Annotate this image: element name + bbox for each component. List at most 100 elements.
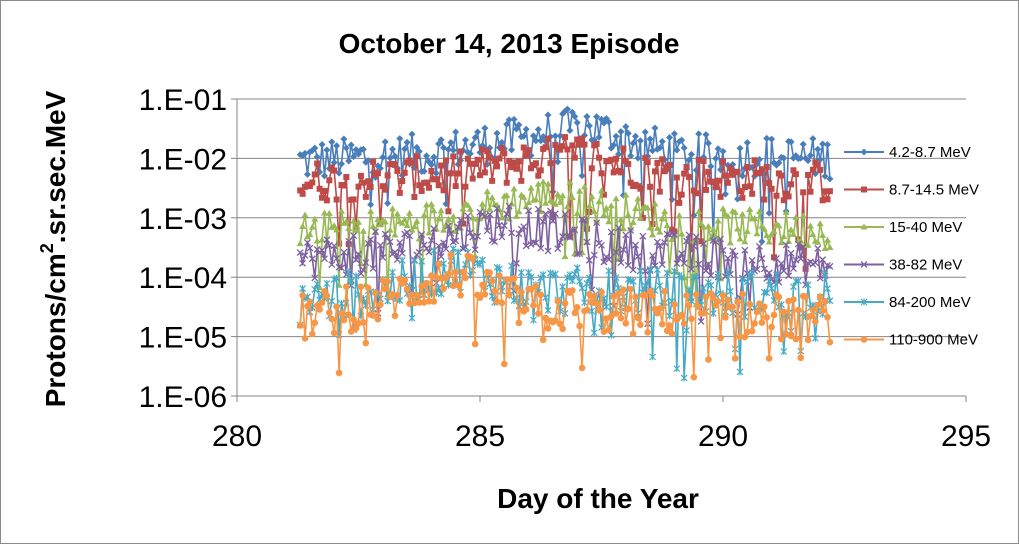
x-tick-label: 285 [455,420,505,453]
data-point [313,237,321,244]
data-point [423,279,430,287]
data-point [496,272,503,279]
data-point [554,158,562,166]
data-point [335,169,343,177]
data-point [700,157,707,164]
data-point [678,230,686,237]
data-point [770,227,778,234]
data-point [318,140,326,148]
data-point [350,196,357,203]
data-point [337,207,345,214]
data-point [481,212,489,220]
data-point [343,174,350,181]
data-point [367,235,375,243]
data-point [619,225,627,232]
data-point [678,136,686,144]
data-point [816,220,824,227]
legend-label: 4.2-8.7 MeV [889,144,971,161]
data-point [826,188,833,195]
data-point [527,286,535,293]
data-point [821,298,829,305]
data-point [394,167,401,174]
data-point [547,207,554,215]
data-point [641,292,649,299]
data-point [537,167,544,174]
data-point [629,330,637,338]
data-point [491,157,498,164]
data-point [418,257,426,265]
data-point [537,244,545,252]
data-point [590,208,598,215]
data-point [755,155,763,163]
data-point [585,122,593,130]
series-5 [296,251,834,381]
data-point [605,218,613,225]
data-point [649,252,656,260]
data-point [403,228,411,236]
data-point [653,238,661,246]
data-point [729,247,737,255]
data-point [761,303,768,311]
data-point [634,252,642,260]
data-point [612,310,620,317]
data-point [593,217,601,224]
data-point [486,210,494,218]
data-point [551,200,559,207]
data-point [746,183,753,190]
data-point [800,189,807,196]
data-point [816,293,824,300]
data-point [367,183,374,190]
data-point [508,262,516,270]
data-point [539,178,547,185]
data-point [775,293,783,301]
data-point [396,135,404,143]
data-point [408,130,416,138]
data-point [520,193,528,200]
data-point [413,217,421,224]
data-point [809,166,816,173]
data-point [653,266,661,274]
data-point [534,125,542,133]
data-point [700,223,708,230]
data-point [636,267,644,275]
data-point [629,218,637,225]
data-point [705,356,712,363]
data-point [350,217,358,224]
data-point [636,137,644,145]
data-point [381,218,389,225]
data-point [494,163,501,170]
data-point [765,277,773,285]
data-point [398,249,406,257]
data-point [399,178,406,185]
data-point [386,238,394,246]
data-point [338,309,345,317]
data-point [469,141,477,149]
data-point [719,147,727,155]
data-point [727,165,734,172]
data-point [561,300,569,307]
data-point [574,136,581,143]
data-point [758,238,766,246]
data-point [622,157,629,164]
data-point [668,229,676,237]
data-point [624,305,632,313]
data-point [661,208,669,215]
data-point [566,178,574,185]
data-point [758,255,766,262]
data-point [617,128,625,136]
data-point [588,193,596,200]
data-point [534,205,542,213]
data-point [721,190,729,198]
data-point [656,242,664,250]
data-point [532,160,539,167]
data-point [484,148,491,155]
data-point [756,300,763,307]
data-point [622,320,630,327]
data-point [644,329,651,336]
data-point [773,192,780,199]
data-point [323,197,330,204]
data-point [411,193,418,200]
data-point [715,177,722,184]
data-point [763,231,771,238]
data-point [799,212,807,219]
